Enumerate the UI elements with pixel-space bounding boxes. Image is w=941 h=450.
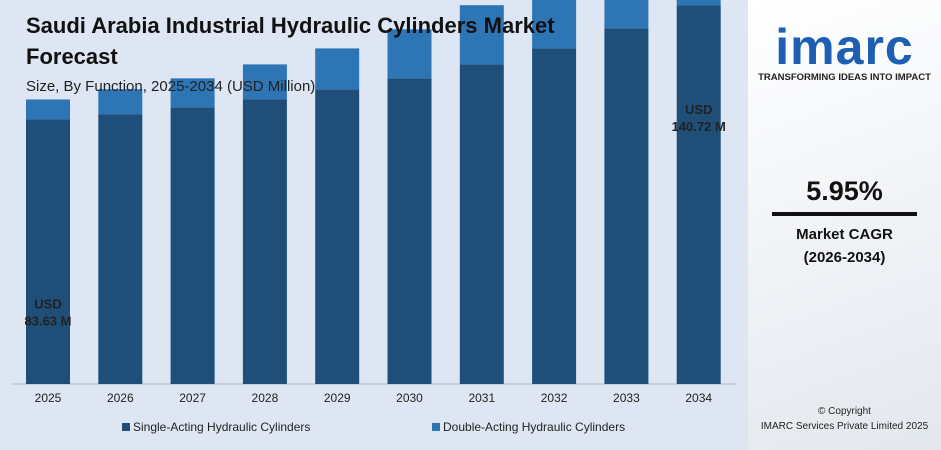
bar-segment <box>170 78 215 108</box>
sidebar: imarc TRANSFORMING IDEAS INTO IMPACT 5.9… <box>748 0 941 450</box>
bar-segment <box>98 89 143 115</box>
bar-segment <box>242 99 287 385</box>
x-tick-label: 2028 <box>252 391 279 405</box>
chart-title: Saudi Arabia Industrial Hydraulic Cylind… <box>26 13 555 69</box>
legend-label: Double-Acting Hydraulic Cylinders <box>443 420 625 434</box>
chart-subtitle: Size, By Function, 2025-2034 (USD Millio… <box>26 78 316 95</box>
legend-label: Single-Acting Hydraulic Cylinders <box>133 420 310 434</box>
x-tick-label: 2025 <box>35 391 62 405</box>
x-tick-label: 2032 <box>541 391 568 405</box>
legend-swatch <box>432 423 440 431</box>
bar-segment <box>26 119 70 384</box>
x-tick-label: 2030 <box>396 391 423 405</box>
tagline: TRANSFORMING IDEAS INTO IMPACT <box>758 72 931 83</box>
total-label: 83.63 M <box>25 313 72 328</box>
x-tick-label: 2027 <box>179 391 206 405</box>
bar-segment <box>676 5 721 385</box>
cagr-value: 5.95% <box>806 176 883 206</box>
x-tick-label: 2031 <box>468 391 495 405</box>
bar-segment <box>170 107 215 384</box>
bar-segment <box>26 99 70 120</box>
bar-segment <box>315 48 360 90</box>
x-tick-label: 2034 <box>685 391 712 405</box>
bar-segment <box>676 0 721 6</box>
bar-segment <box>532 0 577 49</box>
divider <box>772 212 917 216</box>
bar-segment <box>604 0 649 29</box>
bar-segment <box>532 48 577 384</box>
bar-segment <box>459 5 504 65</box>
total-label-prefix: USD <box>685 102 712 117</box>
x-tick-label: 2026 <box>107 391 134 405</box>
total-label-prefix: USD <box>34 296 61 311</box>
bar-segment <box>459 64 504 385</box>
bar-segment <box>315 89 360 384</box>
cagr-period: (2026-2034) <box>803 249 886 266</box>
bar-segment <box>242 64 287 100</box>
x-tick-label: 2029 <box>324 391 351 405</box>
logo: imarc <box>775 19 914 75</box>
bar-segment <box>98 114 143 385</box>
legend-swatch <box>122 423 130 431</box>
bar-segment <box>387 29 432 79</box>
x-tick-label: 2033 <box>613 391 640 405</box>
bar-segment <box>604 28 649 384</box>
cagr-label: Market CAGR <box>796 226 893 243</box>
total-label: 140.72 M <box>672 119 726 134</box>
bar-segment <box>387 78 432 385</box>
copyright: © Copyright <box>818 406 871 417</box>
company: IMARC Services Private Limited 2025 <box>760 421 929 432</box>
chart: 2025 2026 2027 2028 2029 2030 2031 2032 2033 2034… <box>12 0 736 434</box>
